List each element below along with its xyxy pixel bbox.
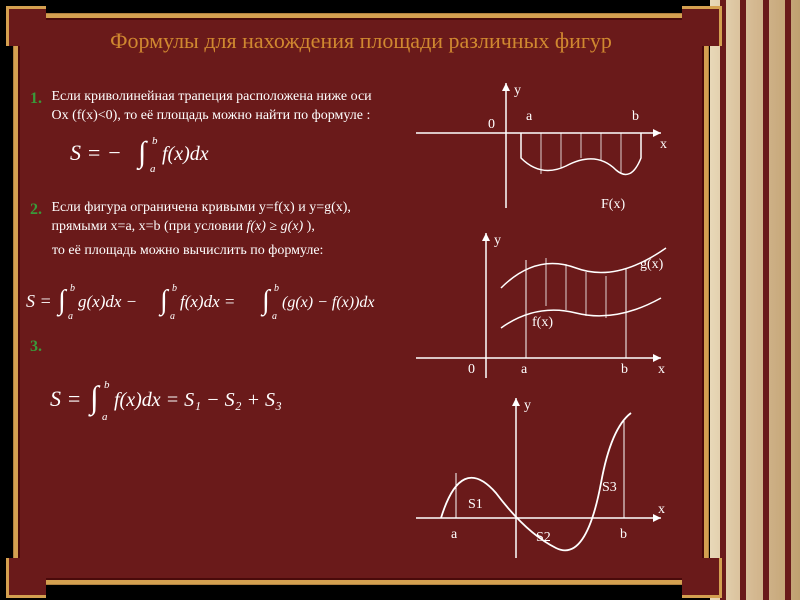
svg-text:S =: S = bbox=[26, 291, 52, 311]
svg-text:y: y bbox=[524, 398, 531, 413]
svg-text:b: b bbox=[104, 379, 110, 391]
svg-text:y: y bbox=[494, 233, 501, 248]
svg-text:g(x): g(x) bbox=[640, 257, 664, 272]
item-1: 1. Если криволинейная трапеция расположе… bbox=[30, 88, 406, 183]
svg-text:∫: ∫ bbox=[158, 285, 170, 317]
svg-text:S2: S2 bbox=[536, 530, 551, 545]
svg-text:a: a bbox=[521, 362, 528, 377]
svg-text:b: b bbox=[632, 109, 639, 124]
svg-text:a: a bbox=[170, 311, 175, 322]
item-2: 2. Если фигура ограничена кривыми y=f(x)… bbox=[30, 199, 406, 262]
svg-text:x: x bbox=[658, 502, 665, 517]
svg-text:0: 0 bbox=[468, 362, 475, 377]
svg-text:f(x)dx = S₁ − S₂ + S₃: f(x)dx = S₁ − S₂ + S₃ bbox=[114, 389, 282, 411]
svg-text:a: a bbox=[68, 311, 73, 322]
graph-1: y x 0 a b F(x) bbox=[406, 78, 676, 223]
inline-condition: f(x) ≥ g(x) bbox=[247, 219, 304, 234]
frame-corner bbox=[682, 558, 722, 598]
item-number: 1. bbox=[30, 88, 48, 110]
svg-text:S =: S = bbox=[50, 386, 81, 411]
svg-text:∫: ∫ bbox=[136, 136, 148, 171]
svg-text:∫: ∫ bbox=[56, 285, 68, 317]
formula-3: S = ∫ b a f(x)dx = S₁ − S₂ + S₃ bbox=[50, 374, 406, 429]
svg-text:0: 0 bbox=[488, 117, 495, 132]
svg-text:a: a bbox=[150, 163, 156, 175]
svg-text:x: x bbox=[660, 137, 667, 152]
slide: Формулы для нахождения площади различных… bbox=[14, 14, 708, 584]
decorative-sidebar bbox=[710, 0, 800, 600]
svg-text:∫: ∫ bbox=[88, 379, 101, 417]
svg-text:a: a bbox=[102, 411, 108, 423]
svg-text:b: b bbox=[621, 362, 628, 377]
item-number: 3. bbox=[30, 336, 48, 358]
slide-title: Формулы для нахождения площади различных… bbox=[18, 18, 704, 60]
svg-text:x: x bbox=[658, 362, 665, 377]
svg-text:F(x): F(x) bbox=[601, 197, 625, 212]
item-text: Если криволинейная трапеция расположена … bbox=[52, 88, 392, 126]
svg-text:S1: S1 bbox=[468, 497, 483, 512]
svg-text:g(x)dx −: g(x)dx − bbox=[78, 292, 137, 311]
frame-corner bbox=[6, 558, 46, 598]
frame-corner bbox=[6, 6, 46, 46]
svg-text:a: a bbox=[272, 311, 277, 322]
svg-text:f(x)dx: f(x)dx bbox=[162, 143, 209, 165]
svg-text:b: b bbox=[620, 527, 627, 542]
svg-text:b: b bbox=[274, 283, 279, 294]
graph-3: y x a b S1 S2 S3 bbox=[406, 393, 676, 563]
item-number: 2. bbox=[30, 199, 48, 221]
svg-text:a: a bbox=[451, 527, 458, 542]
svg-text:f(x): f(x) bbox=[532, 315, 553, 330]
svg-text:y: y bbox=[514, 83, 521, 98]
item-3: 3. bbox=[30, 336, 406, 358]
svg-text:b: b bbox=[70, 283, 75, 294]
frame-corner bbox=[682, 6, 722, 46]
graph-2: y x 0 a b f(x) g(x) bbox=[406, 228, 676, 388]
formula-1: S = − ∫ b a f(x)dx bbox=[70, 132, 406, 183]
formula-2: S = ∫ b a g(x)dx − ∫ b a f(x)dx = ∫ b a … bbox=[26, 277, 406, 328]
svg-text:S = −: S = − bbox=[70, 140, 122, 165]
svg-text:S3: S3 bbox=[602, 480, 617, 495]
svg-text:∫: ∫ bbox=[260, 285, 272, 317]
svg-text:b: b bbox=[152, 135, 158, 147]
item-text: Если фигура ограничена кривыми y=f(x) и … bbox=[52, 199, 392, 237]
svg-text:(g(x) − f(x))dx: (g(x) − f(x))dx bbox=[282, 294, 375, 311]
svg-text:a: a bbox=[526, 109, 533, 124]
svg-text:b: b bbox=[172, 283, 177, 294]
svg-text:f(x)dx =: f(x)dx = bbox=[180, 292, 235, 311]
item-text-2: то её площадь можно вычислить по формуле… bbox=[52, 242, 406, 261]
